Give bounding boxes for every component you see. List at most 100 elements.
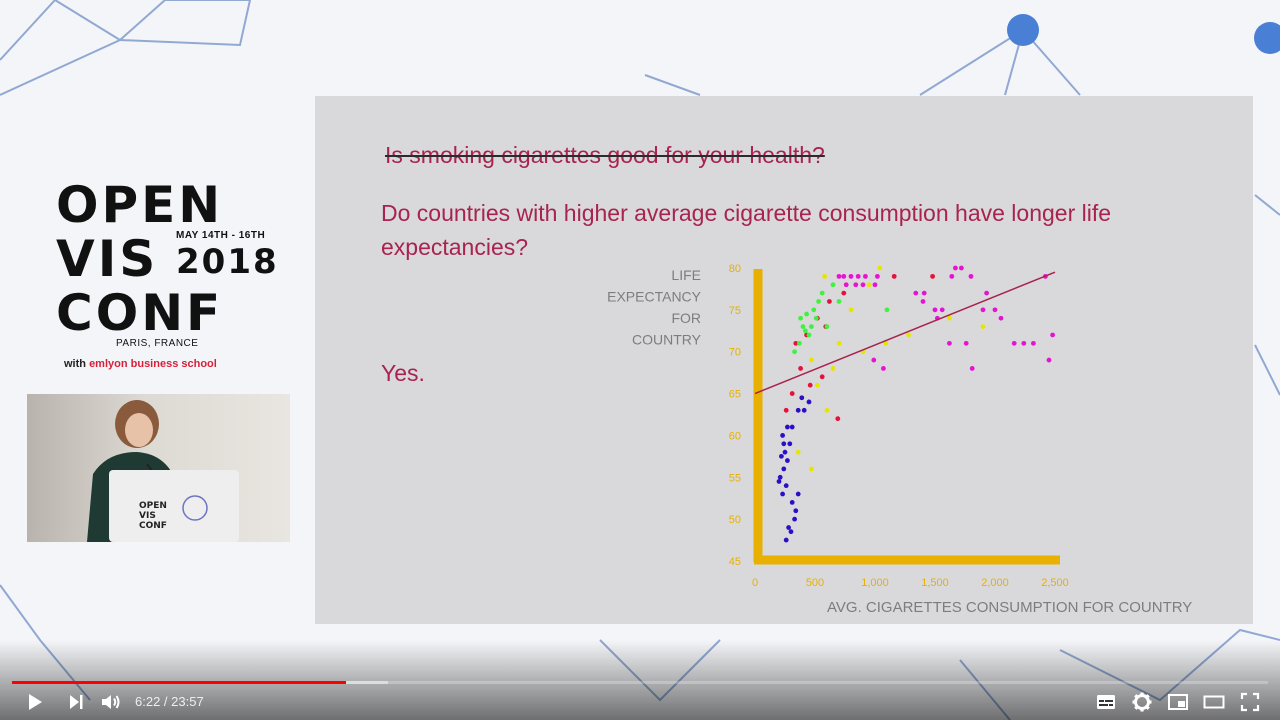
play-button[interactable] bbox=[22, 690, 46, 714]
data-point bbox=[789, 500, 795, 505]
settings-button[interactable] bbox=[1130, 690, 1154, 714]
data-point bbox=[930, 273, 935, 279]
data-point bbox=[921, 290, 927, 296]
x-tick-label: 1,500 bbox=[921, 577, 949, 589]
data-point bbox=[803, 328, 808, 334]
data-point bbox=[881, 366, 886, 371]
data-point bbox=[785, 424, 790, 430]
data-point bbox=[804, 311, 809, 317]
data-point bbox=[853, 282, 859, 288]
data-point bbox=[813, 315, 819, 321]
data-point bbox=[777, 474, 783, 480]
data-point bbox=[824, 324, 830, 329]
data-point bbox=[801, 407, 807, 413]
data-point bbox=[797, 340, 802, 346]
data-point bbox=[891, 273, 897, 279]
data-point bbox=[785, 458, 790, 463]
data-point bbox=[872, 282, 878, 288]
skip-next-icon bbox=[70, 695, 83, 709]
conference-dates: MAY 14TH - 16TH bbox=[176, 230, 266, 241]
data-point bbox=[807, 382, 813, 388]
theater-mode-button[interactable] bbox=[1202, 690, 1226, 714]
conference-year: 2018 bbox=[176, 242, 279, 282]
data-point bbox=[836, 299, 842, 304]
y-axis-label-line: LIFE bbox=[671, 267, 701, 283]
y-tick-label: 80 bbox=[729, 263, 741, 275]
data-point bbox=[841, 273, 847, 279]
data-point bbox=[806, 332, 812, 338]
y-axis-label-line: FOR bbox=[671, 310, 701, 326]
miniplayer-button[interactable] bbox=[1166, 690, 1190, 714]
miniplayer-icon bbox=[1168, 694, 1188, 710]
data-point bbox=[809, 357, 814, 363]
data-point bbox=[848, 273, 854, 279]
data-point bbox=[860, 282, 866, 288]
data-point bbox=[848, 307, 854, 313]
fullscreen-icon bbox=[1240, 692, 1260, 712]
partner-prefix: with bbox=[64, 358, 86, 370]
x-tick-label: 500 bbox=[806, 577, 824, 589]
data-point bbox=[968, 273, 974, 279]
progress-played bbox=[12, 681, 347, 684]
x-tick-label: 2,500 bbox=[1041, 577, 1069, 589]
data-point bbox=[787, 441, 793, 447]
partner-name: emlyon business school bbox=[89, 358, 217, 370]
subtitles-button[interactable] bbox=[1094, 690, 1118, 714]
data-point bbox=[883, 340, 889, 346]
conference-city: PARIS, FRANCE bbox=[116, 338, 199, 349]
struck-question: Is smoking cigarettes good for your heal… bbox=[385, 142, 825, 168]
data-point bbox=[947, 340, 952, 346]
x-tick-label: 2,000 bbox=[981, 577, 1009, 589]
data-point bbox=[913, 290, 919, 296]
data-point bbox=[949, 273, 955, 279]
data-point bbox=[816, 299, 821, 304]
gear-icon bbox=[1132, 692, 1152, 712]
data-point bbox=[792, 349, 797, 355]
data-point bbox=[783, 537, 789, 543]
data-point bbox=[980, 324, 986, 329]
data-point bbox=[969, 366, 975, 371]
data-point bbox=[1046, 357, 1052, 363]
data-point bbox=[906, 332, 911, 338]
data-point bbox=[788, 529, 794, 535]
data-point bbox=[789, 424, 795, 430]
data-point bbox=[798, 366, 803, 371]
slide-answer: Yes. bbox=[381, 360, 425, 386]
podium-logo-text: OPEN VIS CONF bbox=[139, 501, 167, 531]
data-point bbox=[939, 307, 945, 313]
data-point bbox=[800, 324, 806, 329]
data-point bbox=[959, 265, 964, 271]
data-point bbox=[809, 466, 814, 472]
logo-word-conf: CONF bbox=[56, 284, 224, 342]
data-point bbox=[783, 483, 789, 489]
data-point bbox=[789, 391, 795, 396]
data-point bbox=[827, 299, 832, 304]
data-point bbox=[841, 290, 847, 296]
data-point bbox=[884, 307, 890, 313]
fullscreen-button[interactable] bbox=[1238, 690, 1262, 714]
data-point bbox=[780, 433, 785, 438]
slide-question: Do countries with higher average cigaret… bbox=[381, 200, 1112, 260]
data-point bbox=[822, 273, 827, 279]
trend-line bbox=[754, 271, 1056, 395]
data-point bbox=[811, 307, 817, 313]
data-point bbox=[780, 491, 785, 497]
data-point bbox=[776, 479, 782, 484]
data-point bbox=[980, 307, 986, 313]
data-point bbox=[836, 340, 842, 346]
next-button[interactable] bbox=[64, 690, 88, 714]
time-separator: / bbox=[160, 694, 172, 709]
data-point bbox=[793, 340, 799, 346]
data-point bbox=[843, 282, 849, 288]
scatter-chart: 45 50 55 60 65 70 75 80 0 500 1,000 1,500 2,000 2,500… bbox=[607, 263, 1192, 616]
y-tick-label: 65 bbox=[729, 389, 741, 401]
data-point bbox=[798, 315, 803, 321]
progress-bar[interactable] bbox=[12, 681, 1268, 684]
data-point bbox=[1021, 340, 1027, 346]
logo-word-open: OPEN bbox=[56, 176, 224, 234]
volume-button[interactable] bbox=[99, 690, 123, 714]
data-point bbox=[819, 290, 825, 296]
y-tick-label: 60 bbox=[729, 430, 741, 442]
logo-word-vis: VIS bbox=[56, 230, 159, 288]
duration: 23:57 bbox=[171, 694, 204, 709]
